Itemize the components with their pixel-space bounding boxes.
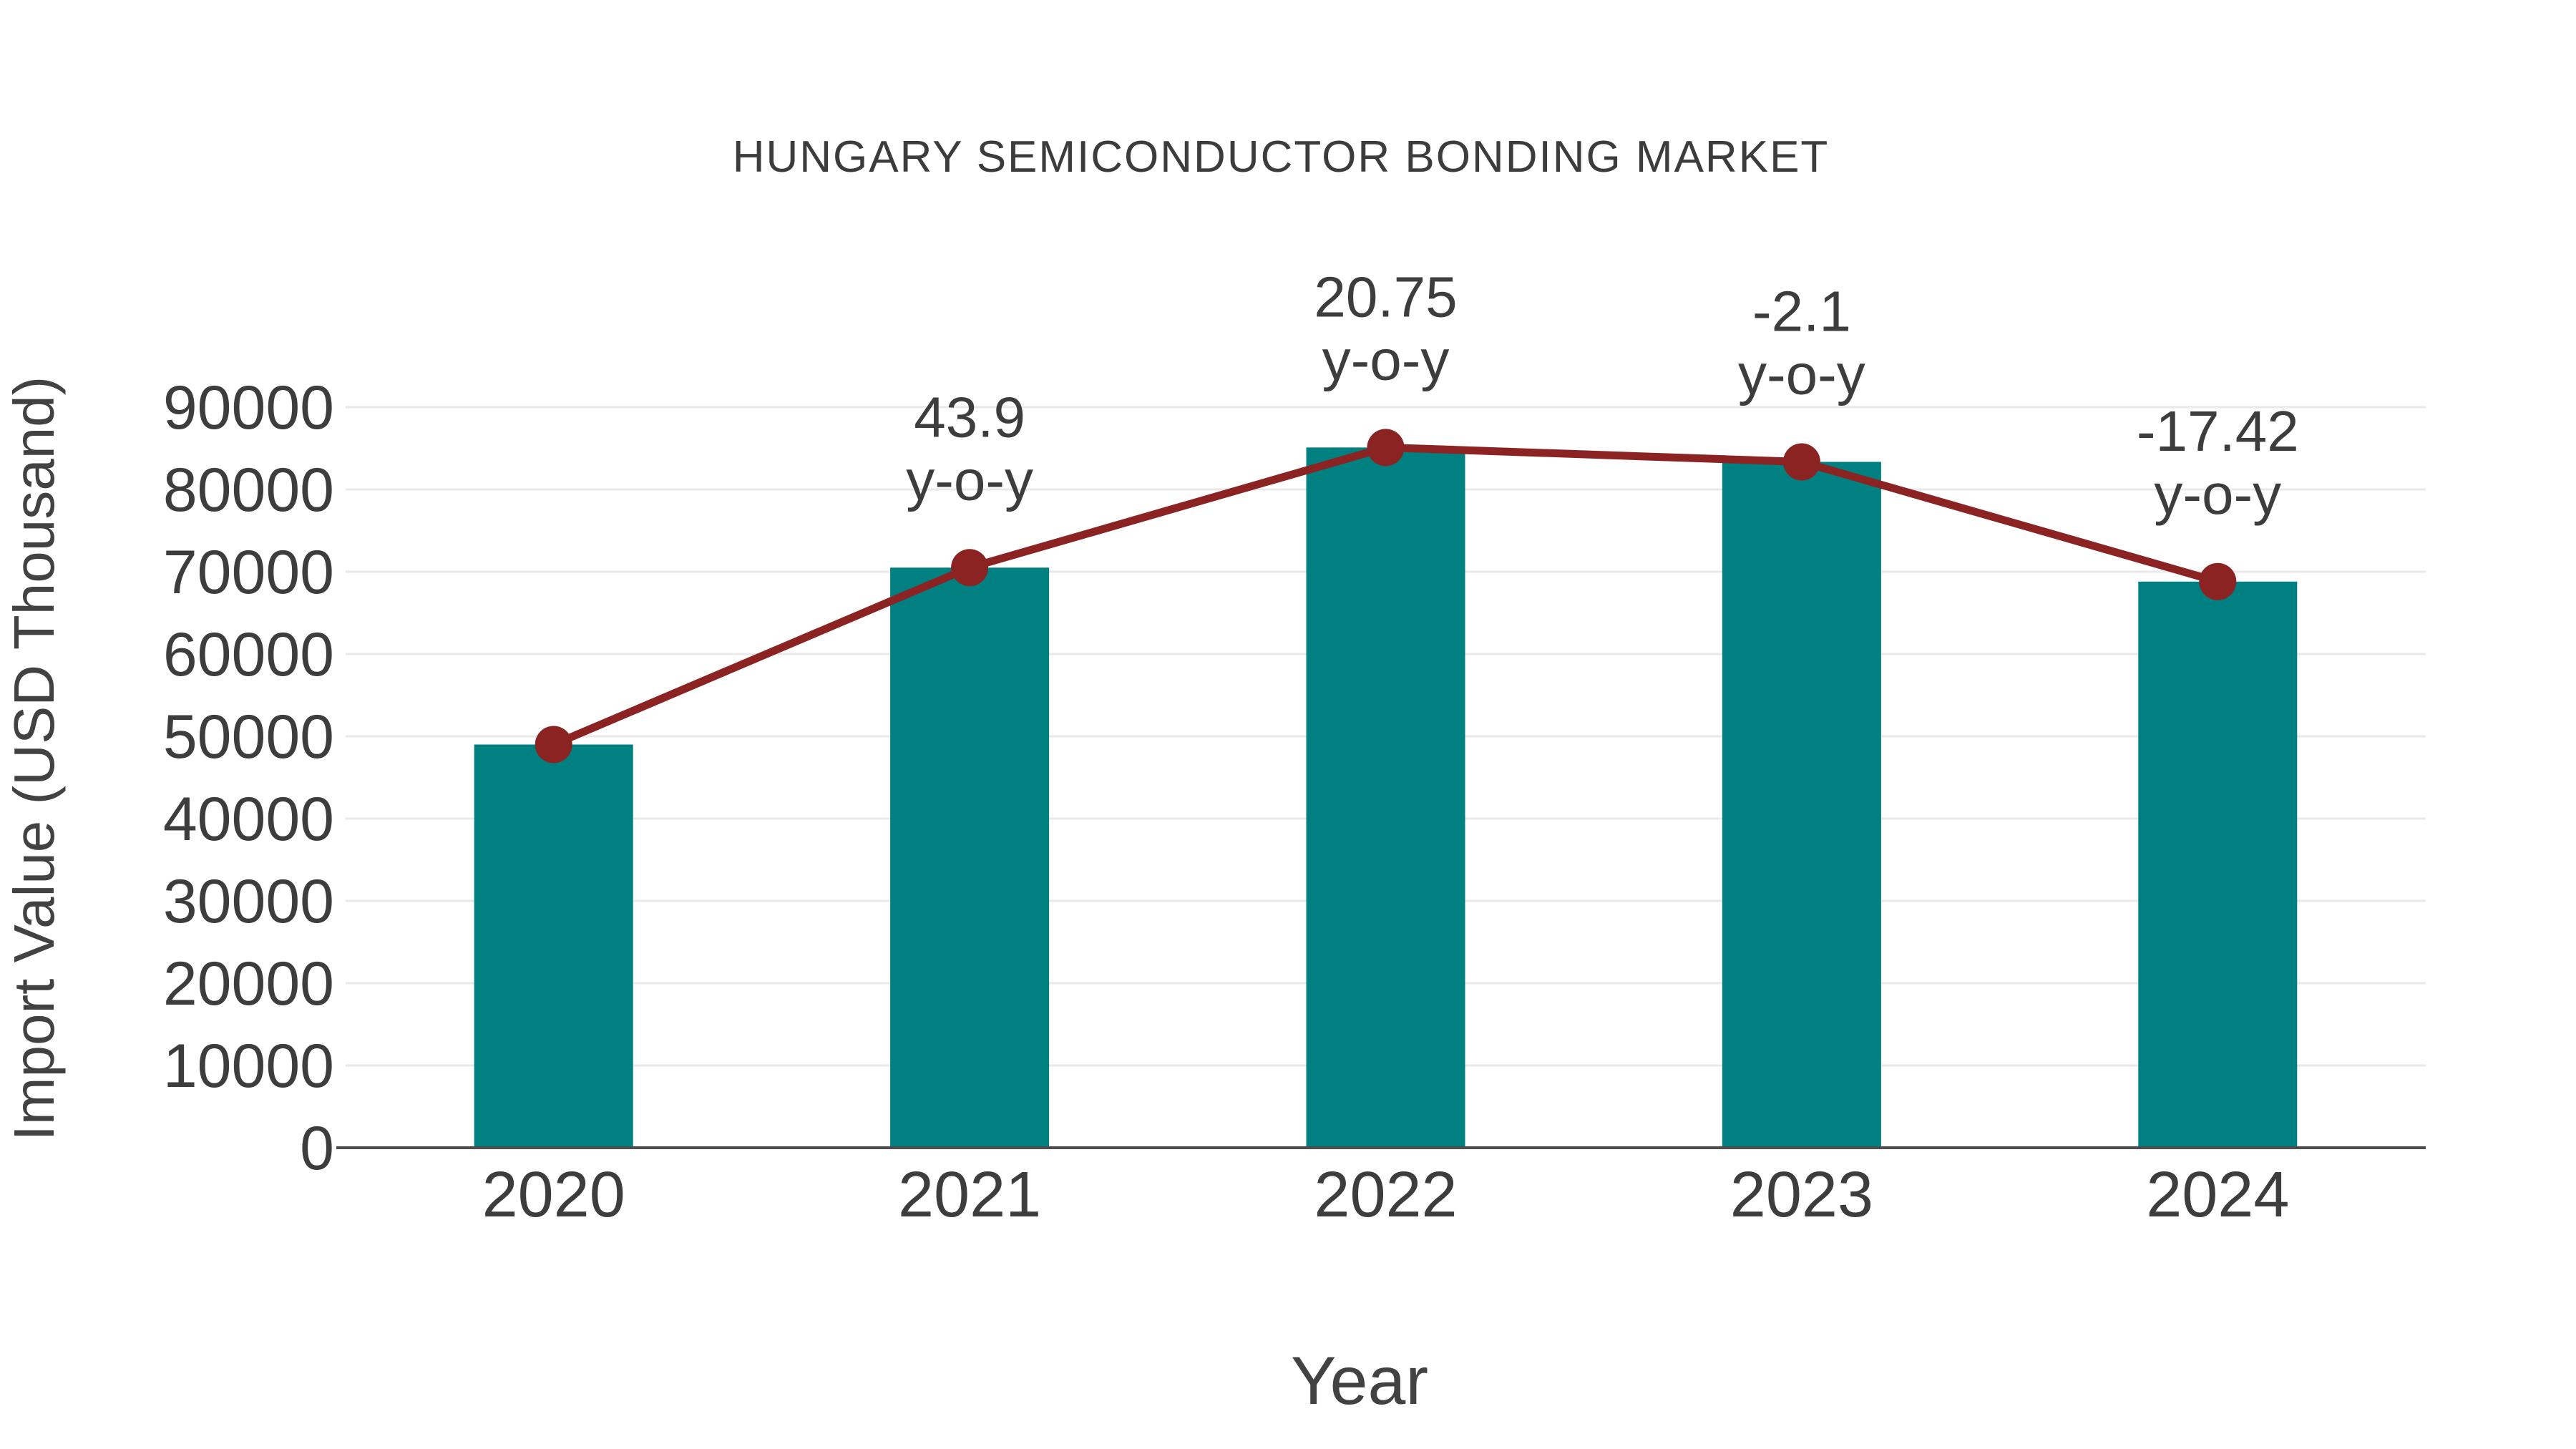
y-tick-label: 30000: [163, 867, 334, 936]
annotation-suffix: y-o-y: [1322, 328, 1450, 391]
y-tick-label: 90000: [163, 374, 334, 442]
x-tick-label: 2022: [1314, 1159, 1457, 1231]
annotation-value: 20.75: [1314, 265, 1457, 328]
bars-layer: [474, 447, 2298, 1148]
tick-labels-layer: 0 10000 20000 30000 40000 50000 60000 70000 8000…: [163, 374, 2290, 1231]
annotation-value: -17.42: [2137, 399, 2299, 463]
annotations-layer: 43.9y-o-y20.75y-o-y-2.1y-o-y-17.42y-o-y: [906, 265, 2299, 525]
bar-2024: [2138, 581, 2298, 1148]
x-tick-label: 2020: [482, 1159, 625, 1231]
x-tick-label: 2023: [1730, 1159, 1873, 1231]
x-axis-title: Year: [1291, 1343, 1428, 1419]
y-tick-label: 80000: [163, 456, 334, 525]
y-tick-label: 50000: [163, 703, 334, 771]
chart-title: HUNGARY SEMICONDUCTOR BONDING MARKET: [733, 132, 1830, 182]
y-axis-title: Import Value (USD Thousand): [2, 376, 66, 1141]
bar-2021: [890, 567, 1050, 1148]
marker-2020: [535, 726, 572, 763]
marker-2024: [2199, 562, 2237, 600]
x-tick-label: 2024: [2146, 1159, 2289, 1231]
y-tick-label: 20000: [163, 950, 334, 1018]
annotation-suffix: y-o-y: [1738, 342, 1865, 406]
marker-2021: [951, 549, 989, 587]
x-tick-label: 2021: [898, 1159, 1041, 1231]
y-tick-label: 40000: [163, 785, 334, 854]
marker-2023: [1782, 443, 1820, 481]
annotation-suffix: y-o-y: [906, 448, 1033, 512]
trend-line-layer: [535, 429, 2237, 763]
bar-2023: [1722, 462, 1881, 1148]
bar-2022: [1306, 447, 1465, 1148]
y-tick-label: 70000: [163, 538, 334, 607]
annotation-suffix: y-o-y: [2154, 462, 2281, 526]
bar-2020: [474, 744, 633, 1148]
annotation-value: 43.9: [914, 385, 1025, 449]
y-tick-label: 0: [300, 1114, 334, 1183]
y-tick-label: 60000: [163, 620, 334, 689]
annotation-value: -2.1: [1752, 279, 1851, 343]
y-tick-label: 10000: [163, 1032, 334, 1101]
marker-2022: [1367, 429, 1405, 467]
